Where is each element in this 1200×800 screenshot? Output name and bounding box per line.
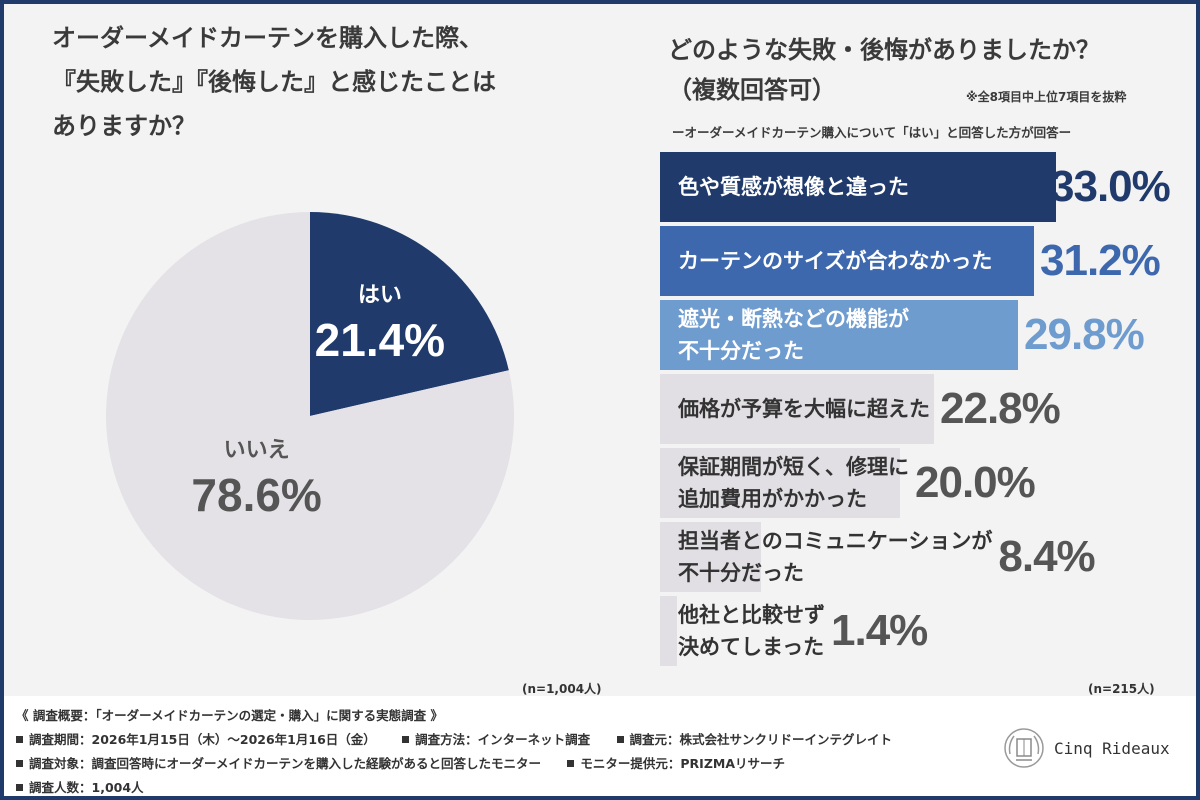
bar-category-label: 遮光・断熱などの機能が 不十分だった (678, 307, 909, 363)
survey-count: 調査人数：1,004人 (29, 780, 144, 795)
bar-category-label: 保証期間が短く、修理に 追加費用がかかった (678, 455, 909, 511)
bar-row: カーテンのサイズが合わなかった 31.2% (660, 226, 1190, 296)
bar-row: 担当者とのコミュニケーションが 不十分だった 8.4% (660, 522, 1190, 592)
bar-fill (660, 226, 1034, 296)
bar-value-label: 8.4% (998, 532, 1095, 581)
pie-slice-value: 21.4% (315, 314, 445, 366)
bar-fill (660, 374, 934, 444)
bar-fill (660, 152, 1056, 222)
bar-row: 遮光・断熱などの機能が 不十分だった 29.8% (660, 300, 1190, 370)
survey-summary-row: 調査人数：1,004人 (16, 776, 1016, 800)
survey-summary-row: 調査期間：2026年1月15日（木）〜2026年1月16日（金） 調査方法：イン… (16, 728, 1016, 752)
pie-slice-no (106, 212, 514, 620)
bullet-square-icon (16, 736, 23, 743)
bullet-square-icon (16, 784, 23, 791)
brand-logo-text: Cinq Rideaux (1054, 738, 1170, 758)
bar-category-label: 担当者とのコミュニケーションが 不十分だった (678, 529, 993, 585)
crest-logo-icon (1004, 728, 1044, 768)
bullet-square-icon (16, 760, 23, 767)
bar-category-label: 色や質感が想像と違った (678, 175, 909, 199)
bar-value-label: 22.8% (940, 384, 1061, 433)
survey-summary: 《 調査概要：「オーダーメイドカーテンの選定・購入」に関する実態調査 》 調査期… (16, 704, 1016, 800)
selection-note: ※全8項目中上位7項目を抜粋 (966, 90, 1127, 104)
brand-logo: Cinq Rideaux (1002, 726, 1170, 770)
bar-fill (660, 300, 1018, 370)
monitor-provider: モニター提供元：PRIZMAリサーチ (580, 756, 785, 771)
bar-category-label: 他社と比較せず 決めてしまった (678, 603, 825, 659)
pie-slice-label: はい (358, 283, 402, 308)
bar-sample-size: (n=215人) (1088, 682, 1155, 696)
bar-fill (660, 522, 761, 592)
pie-slice-label: いいえ (224, 438, 290, 463)
bar-fill (660, 448, 900, 518)
pie-sample-size: (n=1,004人) (522, 682, 602, 696)
bar-value-label: 29.8% (1024, 310, 1145, 359)
survey-summary-row: 調査対象：調査回答時にオーダーメイドカーテンを購入した経験があると回答したモニタ… (16, 752, 1016, 776)
pie-slice-value: 78.6% (191, 469, 321, 521)
bar-value-label: 33.0% (1050, 162, 1171, 211)
bar-row: 色や質感が想像と違った 33.0% (660, 152, 1190, 222)
bar-row: 他社と比較せず 決めてしまった 1.4% (660, 596, 1190, 666)
left-question-title: オーダーメイドカーテンを購入した際、 『失敗した』『後悔した』と感じたことは あ… (52, 24, 496, 140)
survey-source: 調査元：株式会社サンクリドーインテグレイト (629, 732, 893, 747)
bar-category-label: 価格が予算を大幅に超えた (678, 397, 930, 421)
bar-value-label: 20.0% (915, 458, 1036, 507)
survey-method: 調査方法：インターネット調査 (415, 732, 591, 747)
pie-slice-yes (310, 212, 509, 416)
bar-fill (660, 596, 677, 666)
bullet-square-icon (402, 736, 410, 743)
survey-period: 調査期間：2026年1月15日（木）〜2026年1月16日（金） (29, 732, 376, 747)
right-question-title: どのような失敗・後悔がありましたか？ （複数回答可） (668, 36, 1100, 104)
pie-chart: はい 21.4% いいえ 78.6% (106, 212, 514, 620)
survey-target: 調査対象：調査回答時にオーダーメイドカーテンを購入した経験があると回答したモニタ… (29, 756, 542, 771)
respondent-note: ーオーダーメイドカーテン購入について「はい」と回答した方が回答ー (672, 125, 1072, 140)
bullet-square-icon (616, 736, 624, 743)
bar-category-label: カーテンのサイズが合わなかった (678, 249, 993, 273)
bar-row: 保証期間が短く、修理に 追加費用がかかった 20.0% (660, 448, 1190, 518)
bar-value-label: 1.4% (831, 606, 928, 655)
bar-value-label: 31.2% (1040, 236, 1161, 285)
survey-summary-heading: 《 調査概要：「オーダーメイドカーテンの選定・購入」に関する実態調査 》 (16, 708, 443, 723)
bar-row: 価格が予算を大幅に超えた 22.8% (660, 374, 1190, 444)
bullet-square-icon (567, 760, 575, 767)
